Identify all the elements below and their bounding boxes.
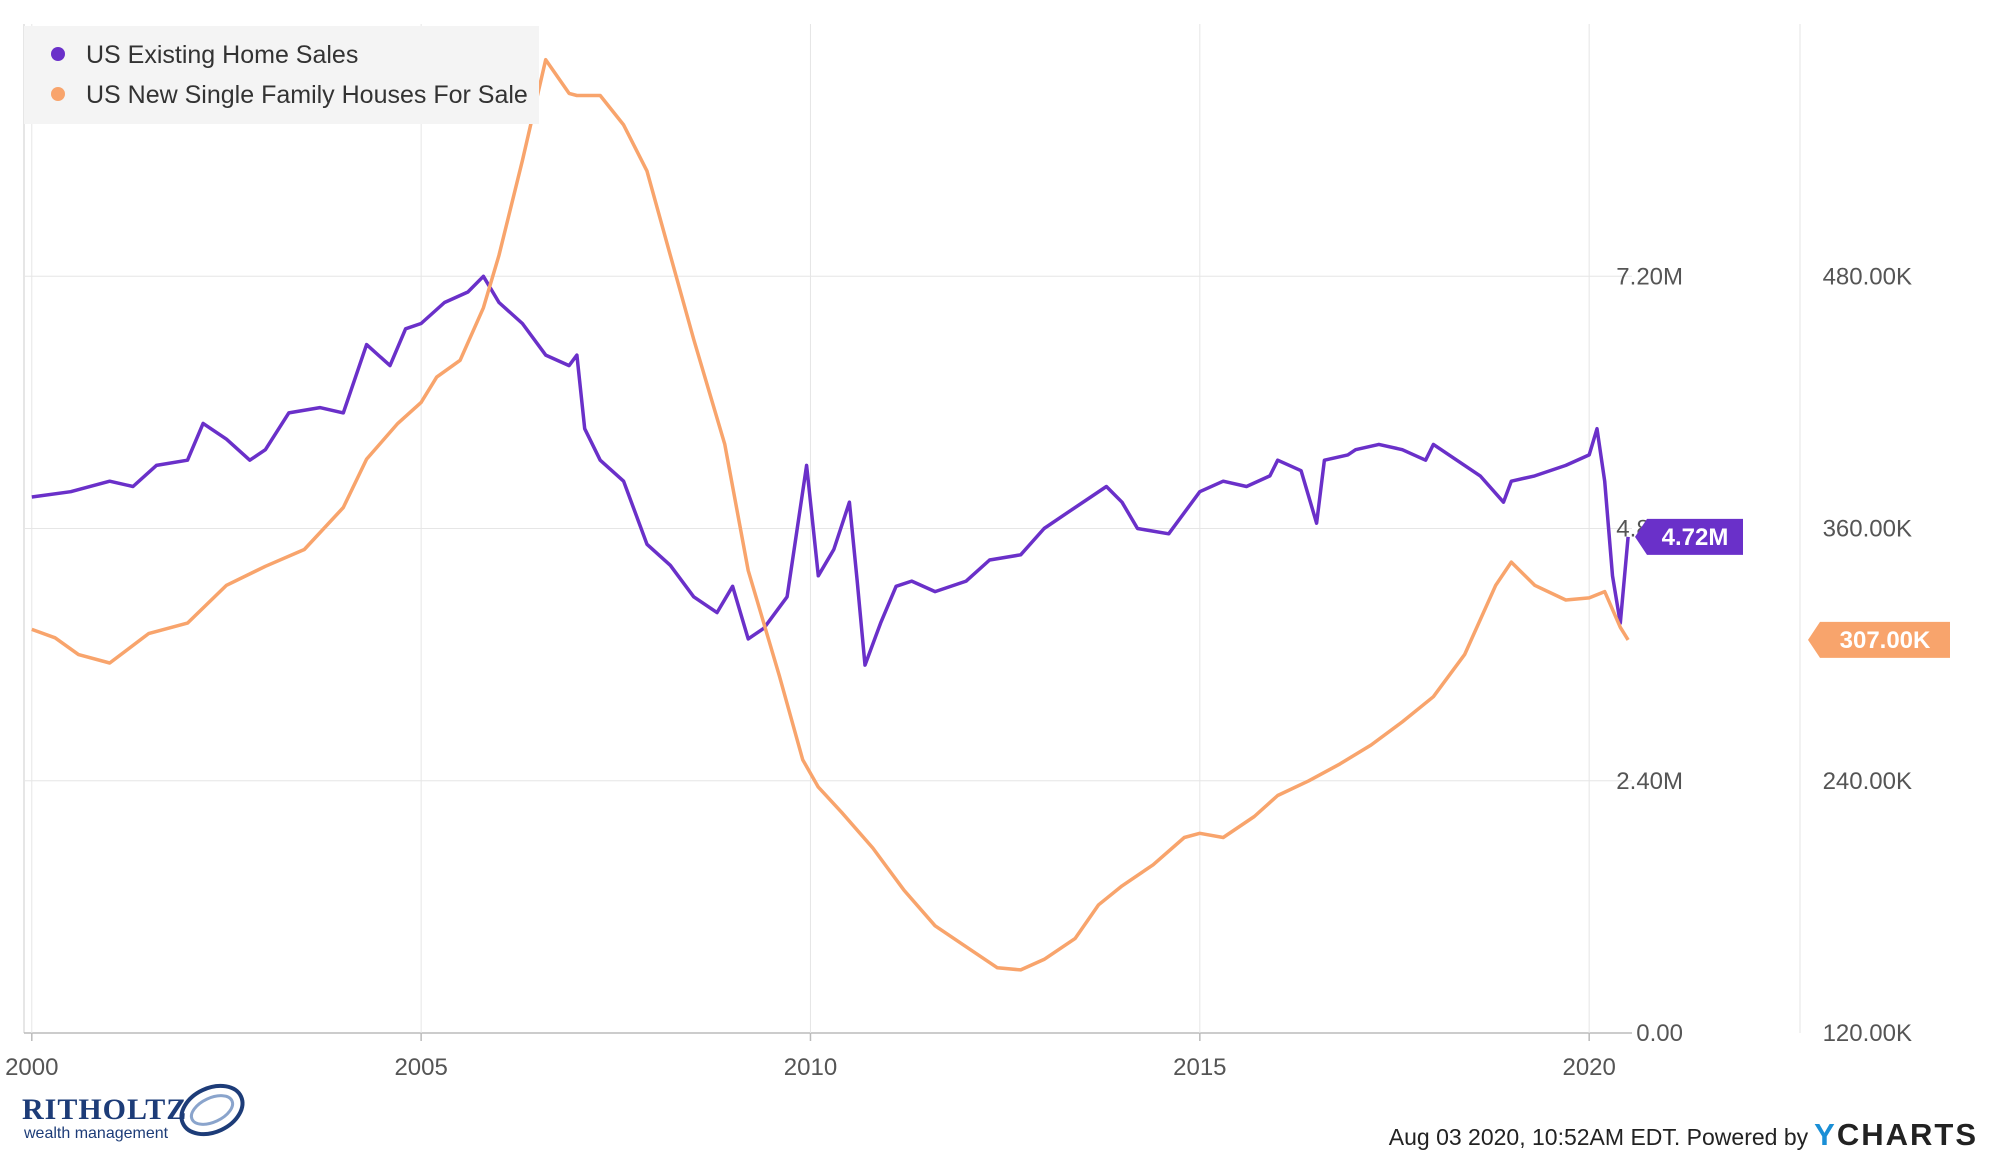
last-value-flag-existing: 4.72M (1635, 518, 1743, 555)
gridlines (23, 24, 1801, 1034)
last-value-flag-new: 307.00K (1808, 621, 1950, 658)
logo-name: RITHOLTZ (22, 1093, 188, 1126)
last-value-flag-existing-shape (1635, 518, 1743, 555)
x-tick-label: 2005 (394, 1054, 447, 1081)
value-flags: 4.72M 307.00K (1635, 518, 1950, 658)
y-axis-left: 0.002.40M4.80M7.20M (1616, 263, 1683, 1047)
last-value-flag-new-shape (1808, 621, 1950, 658)
logo-subtitle: wealth management (24, 1125, 169, 1142)
footer-timestamp: Aug 03 2020, 10:52AM EDT. Powered by (1388, 1124, 1809, 1150)
y-right-tick-label: 480.00K (1823, 263, 1912, 290)
x-tick-label: 2000 (5, 1054, 58, 1081)
legend-label-existing: US Existing Home Sales (86, 41, 358, 69)
legend-marker-existing (51, 47, 65, 61)
footer-attribution: Aug 03 2020, 10:52AM EDT. Powered by YCH… (1389, 1117, 1978, 1153)
y-left-tick-label: 7.20M (1616, 263, 1683, 290)
x-axis: 2000 2005 2010 2015 2020 (5, 1033, 1616, 1081)
legend-label-new: US New Single Family Houses For Sale (86, 81, 528, 109)
last-value-flag-new-text: 307.00K (1840, 627, 1931, 654)
x-tick-label: 2015 (1173, 1054, 1226, 1081)
y-right-tick-label: 240.00K (1823, 768, 1912, 795)
ycharts-brand[interactable]: YCHARTS (1814, 1117, 1978, 1153)
y-right-tick-label: 120.00K (1823, 1020, 1912, 1047)
x-tick-label: 2020 (1562, 1054, 1615, 1081)
logo-emblem-icon (179, 1083, 245, 1137)
legend-background (24, 26, 539, 124)
legend: US Existing Home Sales US New Single Fam… (24, 26, 539, 124)
y-right-tick-label: 360.00K (1823, 516, 1912, 543)
x-tick-label: 2010 (784, 1054, 837, 1081)
y-left-tick-label: 0.00 (1636, 1020, 1683, 1047)
series-line-new-houses-for-sale (31, 57, 1630, 972)
ycharts-brand-rest: CHARTS (1836, 1117, 1978, 1152)
ritholtz-logo: RITHOLTZ wealth management (22, 1075, 252, 1145)
y-left-tick-label: 2.40M (1616, 768, 1683, 795)
y-axis-right: 120.00K 240.00K 360.00K 480.00K (1823, 263, 1912, 1047)
legend-marker-new (51, 87, 65, 101)
last-value-flag-existing-text: 4.72M (1662, 524, 1729, 551)
plot-lines (31, 57, 1630, 972)
ycharts-brand-y: Y (1814, 1117, 1837, 1152)
series-line-existing-home-sales (31, 274, 1630, 667)
